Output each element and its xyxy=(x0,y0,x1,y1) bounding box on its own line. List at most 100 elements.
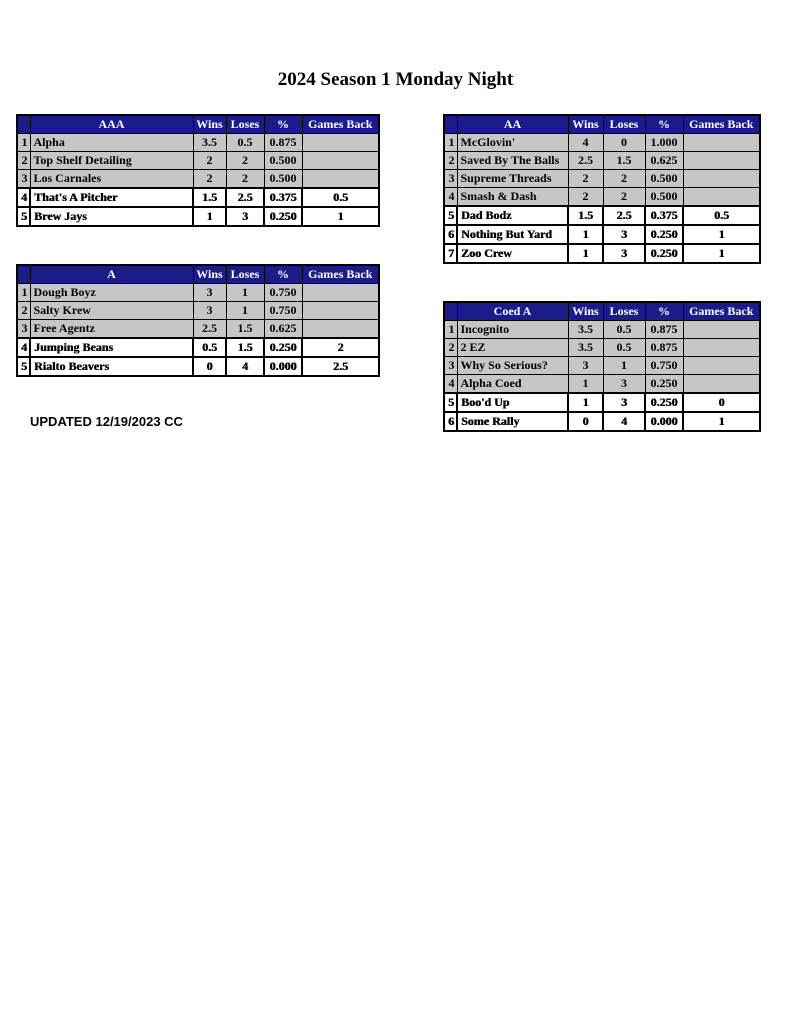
team-name-cell: Incognito xyxy=(456,320,569,339)
team-name-cell: Alpha xyxy=(29,133,194,152)
rank-cell: 1 xyxy=(443,133,458,152)
pct-cell: 0.750 xyxy=(644,356,684,375)
wins-cell: 1 xyxy=(567,374,604,394)
team-name-cell: Nothing But Yard xyxy=(456,224,569,245)
team-name-cell: That's A Pitcher xyxy=(29,187,194,208)
table-row: 2 Top Shelf Detailing 2 2 0.500 xyxy=(16,151,380,170)
pct-cell: 0.000 xyxy=(263,356,303,377)
header-row: A Wins Loses% Games Back xyxy=(16,264,380,284)
pct-column-header: % xyxy=(263,264,303,284)
games-back-column-header: Games Back xyxy=(301,264,380,284)
standings-table-a: A Wins Loses% Games Back 1 Dough Boyz 3 1 0.750 2… xyxy=(16,264,380,377)
table-row: 3 Supreme Threads 2 2 0.500 xyxy=(443,169,761,188)
table-row: 4 Jumping Beans 0.5 1.5 0.250 2 xyxy=(16,337,380,358)
pct-cell: 0.375 xyxy=(263,187,303,208)
team-name-cell: Supreme Threads xyxy=(456,169,569,188)
updated-note: UPDATED 12/19/2023 CC xyxy=(30,414,183,429)
loses-column-header: Loses xyxy=(225,114,265,134)
standings-table-aa: AA Wins Loses% Games Back 1 McGlovin' 4 0 1.000 2… xyxy=(443,114,761,264)
table-row: 1 McGlovin' 4 0 1.000 xyxy=(443,133,761,152)
rank-cell: 2 xyxy=(16,151,31,170)
team-name-cell: Salty Krew xyxy=(29,301,194,320)
pct-cell: 0.625 xyxy=(644,151,684,170)
pct-cell: 0.500 xyxy=(263,151,303,170)
table-row: 7 Zoo Crew 1 3 0.250 1 xyxy=(443,243,761,264)
team-name-cell: Some Rally xyxy=(456,411,569,432)
wins-cell: 1 xyxy=(567,392,604,413)
loses-cell: 2.5 xyxy=(602,205,646,226)
wins-cell: 2.5 xyxy=(567,151,604,170)
wins-cell: 3.5 xyxy=(567,338,604,357)
games-back-cell xyxy=(682,187,761,207)
wins-cell: 1 xyxy=(192,206,227,227)
rank-cell: 4 xyxy=(443,187,458,207)
table-row: 5 Rialto Beavers 0 4 0.000 2.5 xyxy=(16,356,380,377)
loses-cell: 3 xyxy=(602,392,646,413)
pct-cell: 0.875 xyxy=(644,338,684,357)
pct-cell: 0.250 xyxy=(263,206,303,227)
division-header: AAA xyxy=(29,114,194,134)
team-name-cell: Los Carnales xyxy=(29,169,194,189)
loses-column-header: Loses xyxy=(602,114,646,134)
wins-cell: 3.5 xyxy=(192,133,227,152)
games-back-column-header: Games Back xyxy=(682,114,761,134)
loses-cell: 1 xyxy=(225,283,265,302)
rank-cell: 5 xyxy=(443,392,458,413)
pct-cell: 0.500 xyxy=(644,169,684,188)
team-name-cell: McGlovin' xyxy=(456,133,569,152)
wins-column-header: Wins xyxy=(567,114,604,134)
loses-cell: 3 xyxy=(602,374,646,394)
team-name-cell: Why So Serious? xyxy=(456,356,569,375)
games-back-cell: 0.5 xyxy=(301,187,380,208)
loses-cell: 2 xyxy=(225,151,265,170)
loses-cell: 4 xyxy=(225,356,265,377)
games-back-cell: 0.5 xyxy=(682,205,761,226)
rank-cell: 3 xyxy=(443,356,458,375)
table-row: 4 Alpha Coed 1 3 0.250 xyxy=(443,374,761,394)
pct-cell: 0.750 xyxy=(263,283,303,302)
team-name-cell: Dough Boyz xyxy=(29,283,194,302)
games-back-cell xyxy=(301,169,380,189)
loses-cell: 2 xyxy=(225,169,265,189)
games-back-cell: 1 xyxy=(682,411,761,432)
rank-cell: 6 xyxy=(443,411,458,432)
wins-cell: 3.5 xyxy=(567,320,604,339)
team-name-cell: Free Agentz xyxy=(29,319,194,339)
pct-cell: 0.625 xyxy=(263,319,303,339)
pct-cell: 0.250 xyxy=(644,224,684,245)
wins-cell: 0.5 xyxy=(192,337,227,358)
rank-cell: 3 xyxy=(16,169,31,189)
table-row: 6 Some Rally 0 4 0.000 1 xyxy=(443,411,761,432)
team-name-cell: Jumping Beans xyxy=(29,337,194,358)
pct-column-header: % xyxy=(644,301,684,321)
division-header: A xyxy=(29,264,194,284)
loses-cell: 1.5 xyxy=(225,319,265,339)
pct-cell: 0.875 xyxy=(644,320,684,339)
games-back-cell: 1 xyxy=(682,243,761,264)
wins-column-header: Wins xyxy=(192,264,227,284)
rank-cell: 7 xyxy=(443,243,458,264)
header-row: AAA Wins Loses% Games Back xyxy=(16,114,380,134)
rank-cell: 1 xyxy=(443,320,458,339)
loses-cell: 1 xyxy=(602,356,646,375)
loses-cell: 4 xyxy=(602,411,646,432)
games-back-cell xyxy=(682,151,761,170)
wins-cell: 1.5 xyxy=(192,187,227,208)
wins-cell: 2.5 xyxy=(192,319,227,339)
table-row: 3 Why So Serious? 3 1 0.750 xyxy=(443,356,761,375)
team-name-cell: Zoo Crew xyxy=(456,243,569,264)
loses-column-header: Loses xyxy=(602,301,646,321)
rank-cell: 2 xyxy=(443,151,458,170)
pct-cell: 0.250 xyxy=(644,392,684,413)
rank-column-header xyxy=(16,264,31,284)
games-back-cell: 2.5 xyxy=(301,356,380,377)
pct-cell: 0.250 xyxy=(644,374,684,394)
team-name-cell: Brew Jays xyxy=(29,206,194,227)
table-row: 3 Los Carnales 2 2 0.500 xyxy=(16,169,380,189)
rank-column-header xyxy=(443,301,458,321)
table-row: 1 Alpha 3.5 0.5 0.875 xyxy=(16,133,380,152)
rank-cell: 1 xyxy=(16,133,31,152)
games-back-cell xyxy=(301,151,380,170)
rank-cell: 5 xyxy=(443,205,458,226)
table-row: 5 Dad Bodz 1.5 2.5 0.375 0.5 xyxy=(443,205,761,226)
